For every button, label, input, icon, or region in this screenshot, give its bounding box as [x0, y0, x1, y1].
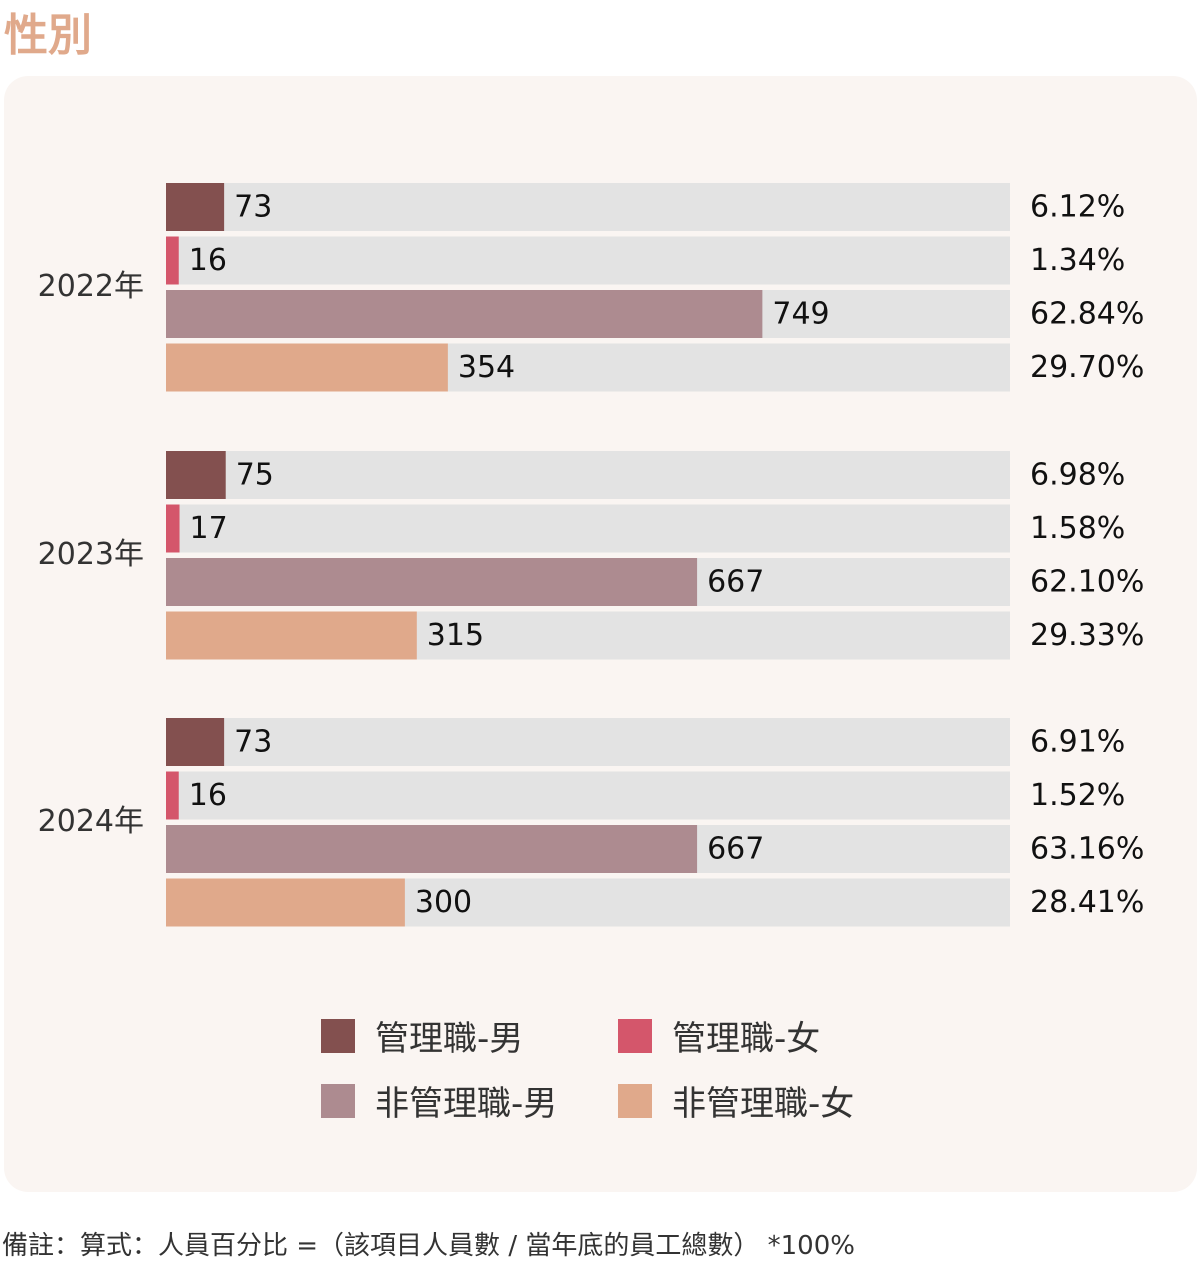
bar	[166, 504, 180, 553]
value-label: 354	[458, 350, 515, 385]
bar	[166, 611, 417, 660]
value-label: 16	[189, 243, 227, 278]
bar	[166, 236, 179, 285]
year-label: 2023年	[38, 537, 144, 572]
bar-track	[166, 183, 1010, 231]
value-label: 300	[415, 885, 472, 920]
value-label: 16	[189, 778, 227, 813]
value-label: 667	[707, 832, 764, 867]
bar	[166, 771, 179, 820]
value-label: 667	[707, 565, 764, 600]
percent-label: 29.70%	[1030, 350, 1144, 385]
bar	[166, 183, 225, 231]
percent-label: 1.52%	[1030, 778, 1125, 813]
bar	[166, 825, 698, 873]
bar	[166, 290, 763, 338]
percent-label: 63.16%	[1030, 832, 1144, 867]
bar-track	[166, 718, 1010, 766]
percent-label: 62.84%	[1030, 297, 1144, 332]
bar-track	[166, 504, 1010, 553]
bar-track	[166, 451, 1010, 499]
percent-label: 6.91%	[1030, 725, 1125, 760]
percent-label: 6.12%	[1030, 190, 1125, 225]
value-label: 73	[234, 725, 272, 760]
percent-label: 29.33%	[1030, 618, 1144, 653]
percent-label: 1.34%	[1030, 243, 1125, 278]
year-label: 2022年	[38, 269, 144, 304]
page-title: 性別	[4, 10, 92, 61]
bar	[166, 878, 405, 927]
percent-label: 62.10%	[1030, 565, 1144, 600]
year-label: 2024年	[38, 804, 144, 839]
value-label: 17	[190, 511, 228, 546]
value-label: 73	[234, 190, 272, 225]
value-label: 315	[427, 618, 484, 653]
bar	[166, 558, 698, 606]
bar-track	[166, 236, 1010, 285]
value-label: 75	[236, 458, 274, 493]
percent-label: 1.58%	[1030, 511, 1125, 546]
value-label: 749	[772, 297, 829, 332]
percent-label: 28.41%	[1030, 885, 1144, 920]
bar	[166, 343, 448, 392]
percent-label: 6.98%	[1030, 458, 1125, 493]
footnote: 備註：算式：人員百分比 =（該項目人員數 / 當年底的員工總數） *100%	[2, 1231, 855, 1261]
bar	[166, 451, 226, 499]
bar-track	[166, 771, 1010, 820]
bar	[166, 718, 225, 766]
